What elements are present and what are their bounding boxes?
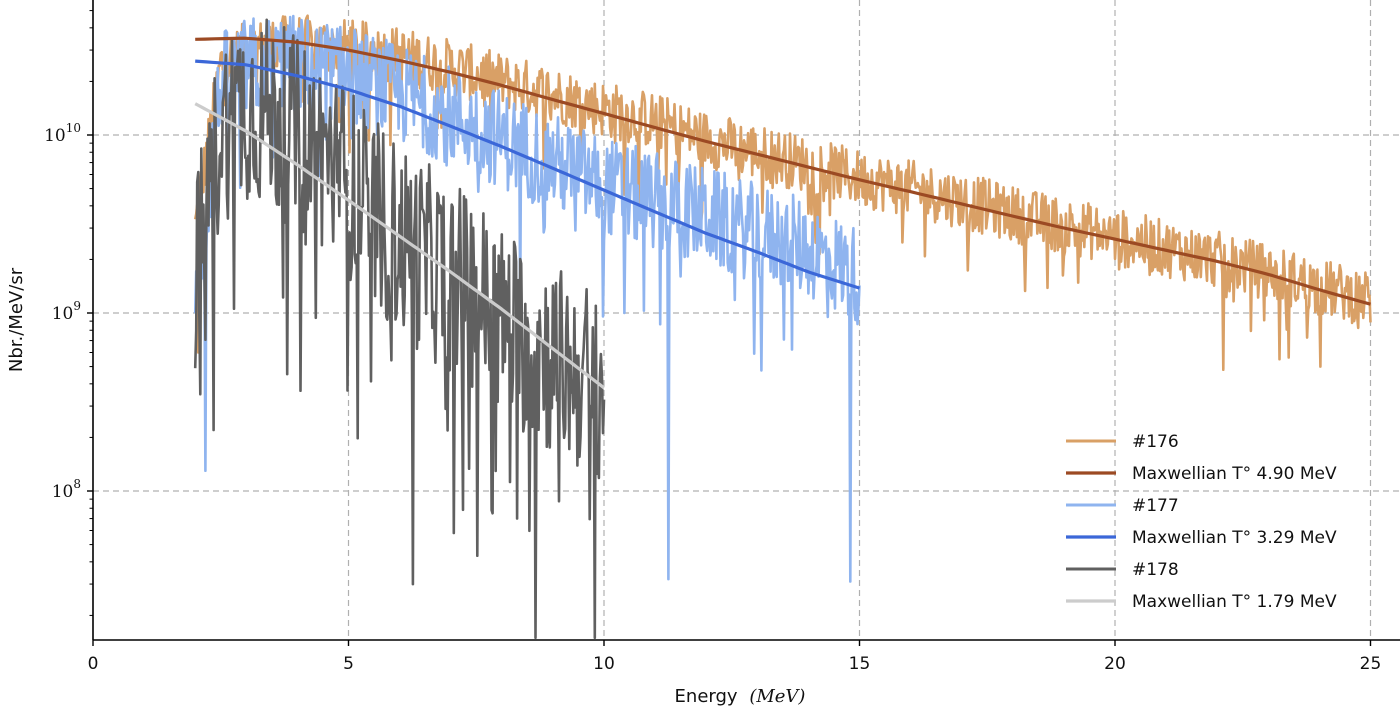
x-axis-label-unit: (MeV) bbox=[749, 686, 805, 707]
series-line bbox=[194, 102, 605, 390]
x-tick-label: 20 bbox=[1104, 654, 1126, 674]
y-tick-label: 109 bbox=[52, 299, 81, 324]
series-layer bbox=[193, 14, 1372, 639]
legend-label: Maxwellian T° 1.79 MeV bbox=[1132, 592, 1337, 612]
legend: #176 Maxwellian T° 4.90 MeV #177 Maxwellian… bbox=[1066, 432, 1337, 612]
x-tick-label: 15 bbox=[849, 654, 871, 674]
y-axis-label: Nbr./MeV/sr bbox=[6, 267, 27, 372]
legend-label: #178 bbox=[1132, 560, 1179, 580]
x-tick-label: 0 bbox=[88, 654, 99, 674]
x-axis-label-text: Energy bbox=[675, 686, 738, 707]
y-tick-label: 108 bbox=[52, 477, 81, 502]
x-tick-label: 25 bbox=[1360, 654, 1382, 674]
series-line bbox=[195, 36, 1371, 306]
grid-lines bbox=[93, 0, 1400, 640]
series-line bbox=[193, 18, 606, 639]
x-axis-label: Energy (MeV) bbox=[675, 686, 806, 707]
legend-label: Maxwellian T° 4.90 MeV bbox=[1132, 464, 1337, 484]
x-tick-label: 5 bbox=[343, 654, 354, 674]
legend-label: #177 bbox=[1132, 496, 1179, 516]
y-tick-label: 1010 bbox=[44, 121, 81, 146]
legend-label: Maxwellian T° 3.29 MeV bbox=[1132, 528, 1337, 548]
axes bbox=[92, 0, 1400, 641]
x-tick-label: 10 bbox=[593, 654, 615, 674]
legend-label: #176 bbox=[1132, 432, 1179, 452]
tick-labels: 0 5 10 15 20 25 108 109 1010 bbox=[44, 10, 1382, 674]
series-line bbox=[195, 59, 860, 290]
